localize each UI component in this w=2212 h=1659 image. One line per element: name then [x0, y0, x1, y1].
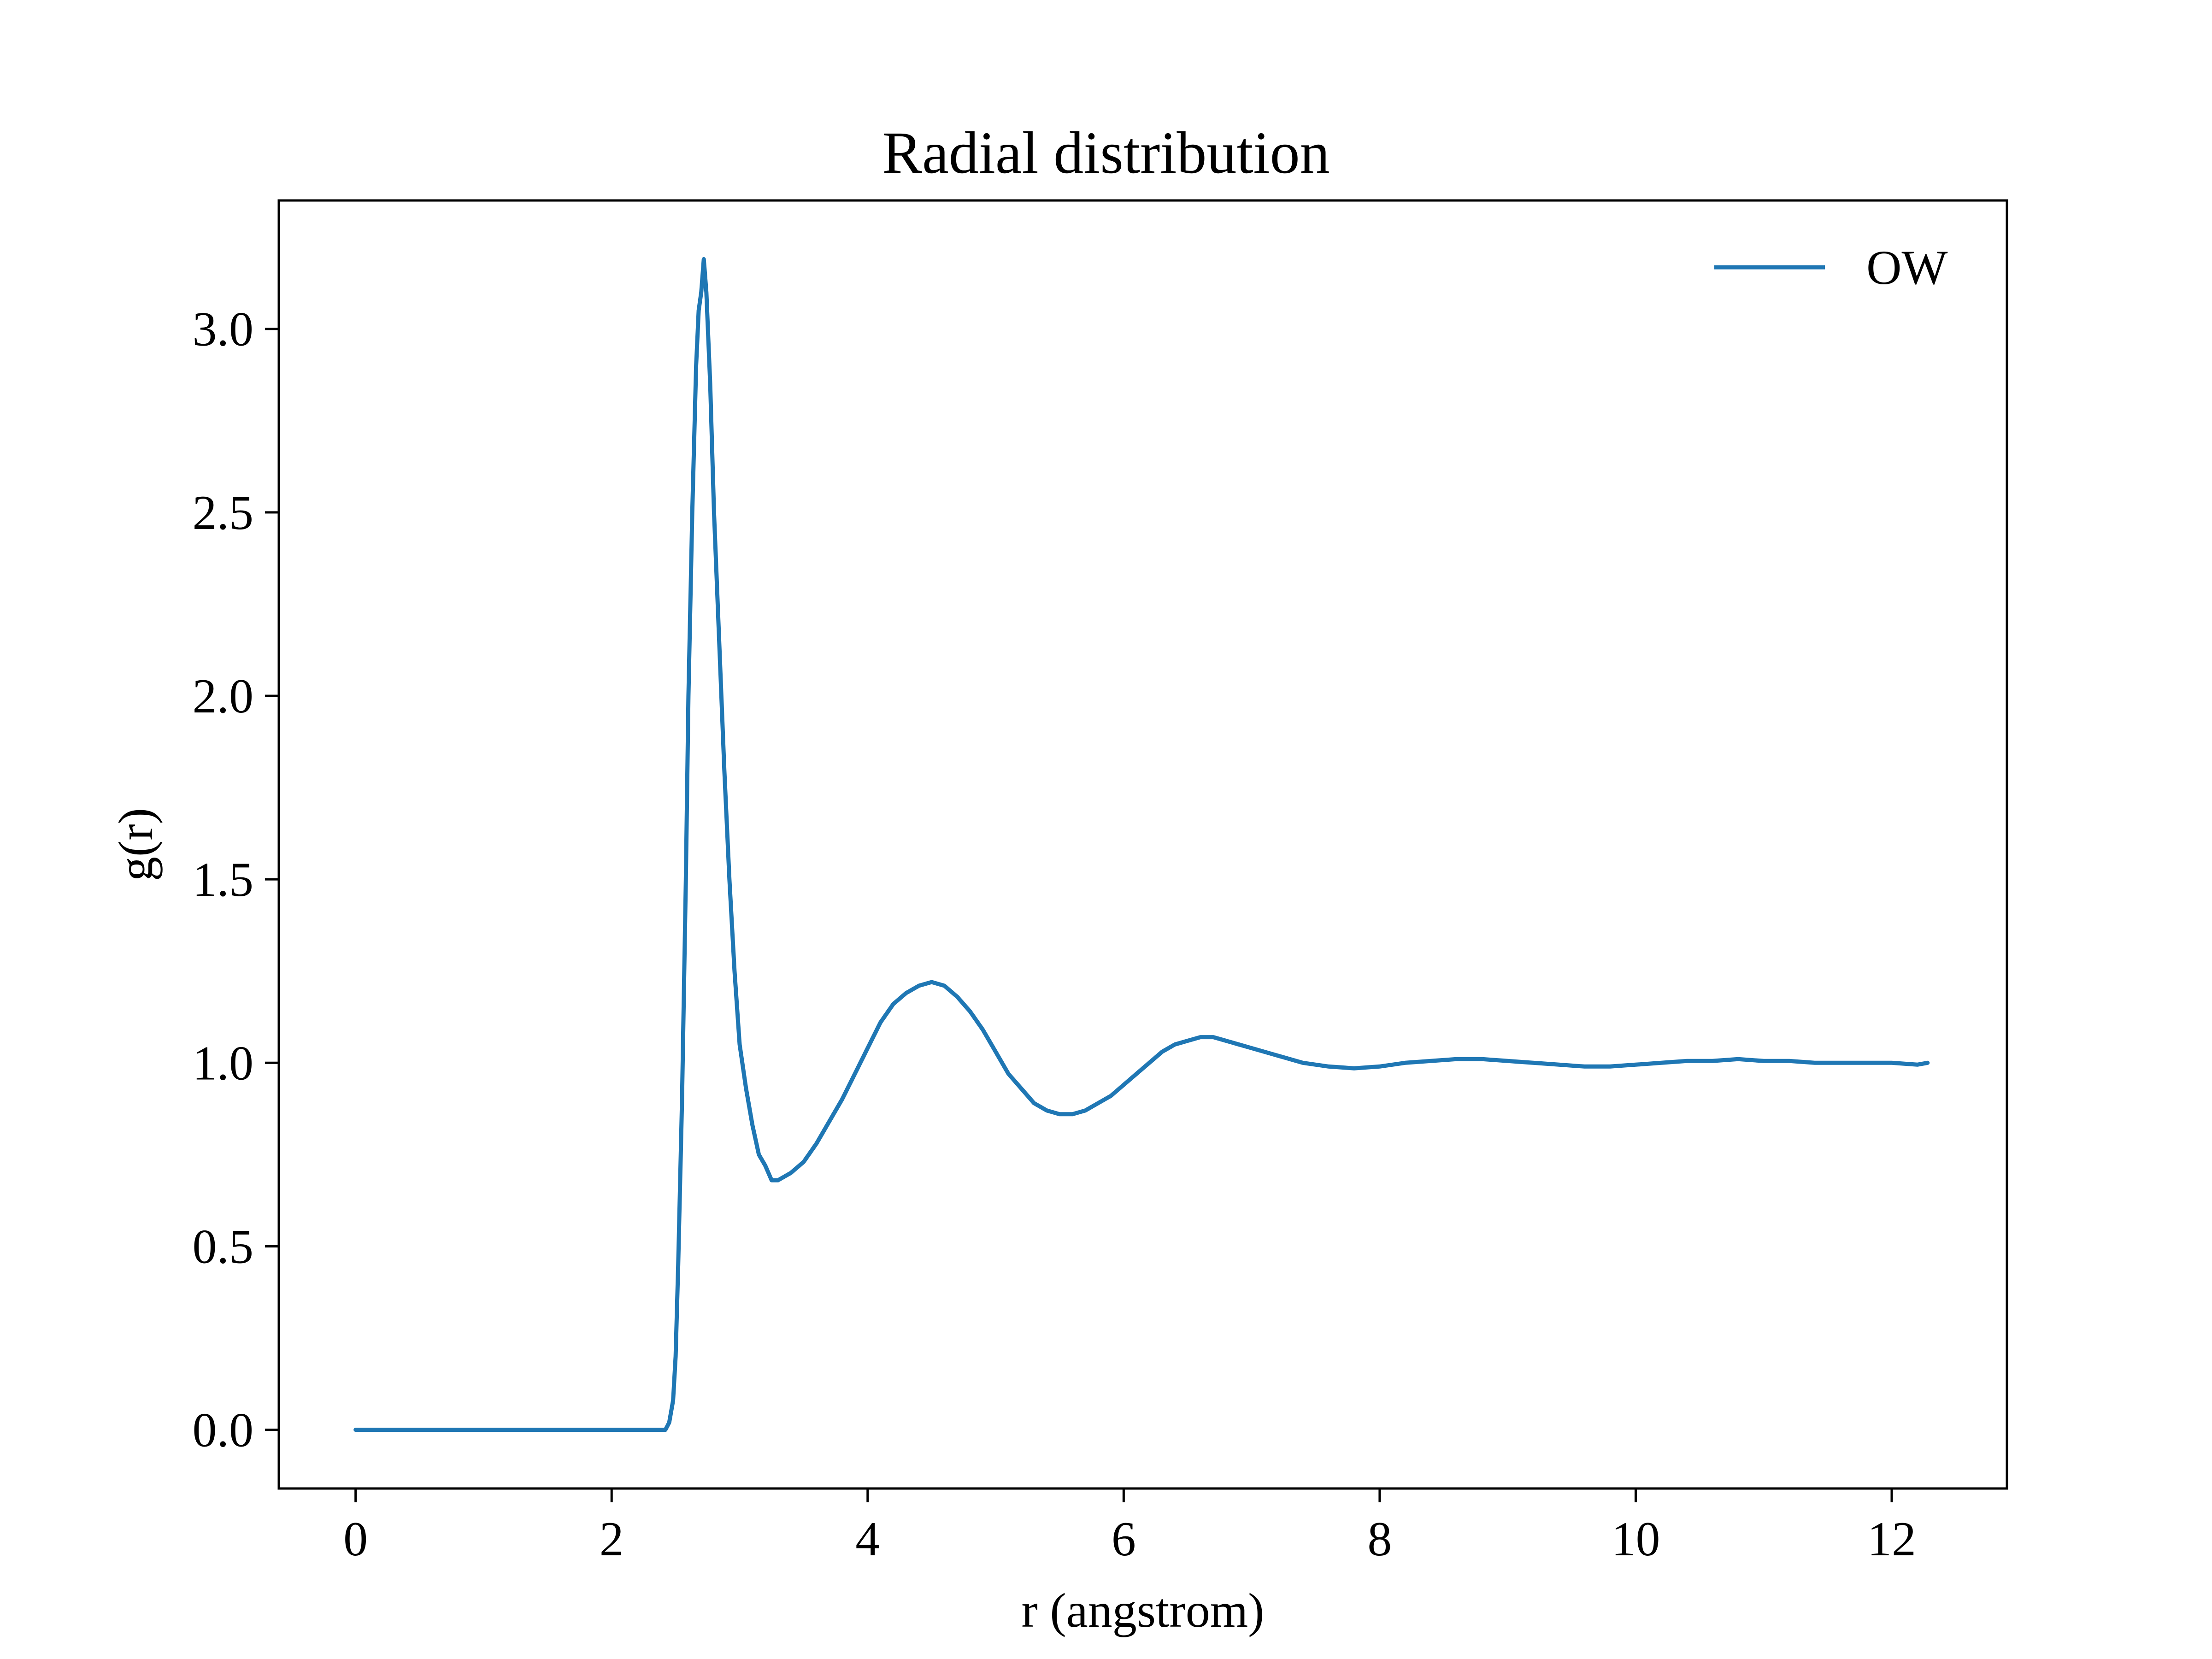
axes-frame	[277, 199, 2008, 1490]
y-axis-label: g(r)	[109, 808, 163, 881]
x-tick-label: 2	[600, 1512, 624, 1566]
plot-area	[353, 257, 1930, 1432]
series-line-ow	[353, 257, 1930, 1432]
legend: OW	[1714, 241, 1948, 294]
x-tick-label: 8	[1367, 1512, 1392, 1566]
x-axis: 0 2 4 6 8 10 12	[343, 1488, 1916, 1566]
x-axis-label: r (angstrom)	[1022, 1583, 1265, 1637]
y-tick-label: 1.0	[193, 1036, 254, 1090]
chart-title: Radial distribution	[882, 120, 1330, 186]
y-tick-label: 3.0	[193, 302, 254, 356]
y-tick-label: 1.5	[193, 853, 254, 906]
y-tick-label: 0.5	[193, 1219, 254, 1273]
y-axis: 0.0 0.5 1.0 1.5 2.0 2.5 3.0	[193, 302, 279, 1457]
y-tick-label: 0.0	[193, 1403, 254, 1457]
x-tick-label: 6	[1112, 1512, 1136, 1566]
legend-label: OW	[1866, 241, 1948, 294]
x-tick-label: 4	[855, 1512, 880, 1566]
y-tick-label: 2.0	[193, 669, 254, 723]
y-tick-label: 2.5	[193, 486, 254, 540]
x-tick-label: 10	[1611, 1512, 1660, 1566]
x-tick-label: 12	[1867, 1512, 1916, 1566]
x-tick-label: 0	[343, 1512, 368, 1566]
